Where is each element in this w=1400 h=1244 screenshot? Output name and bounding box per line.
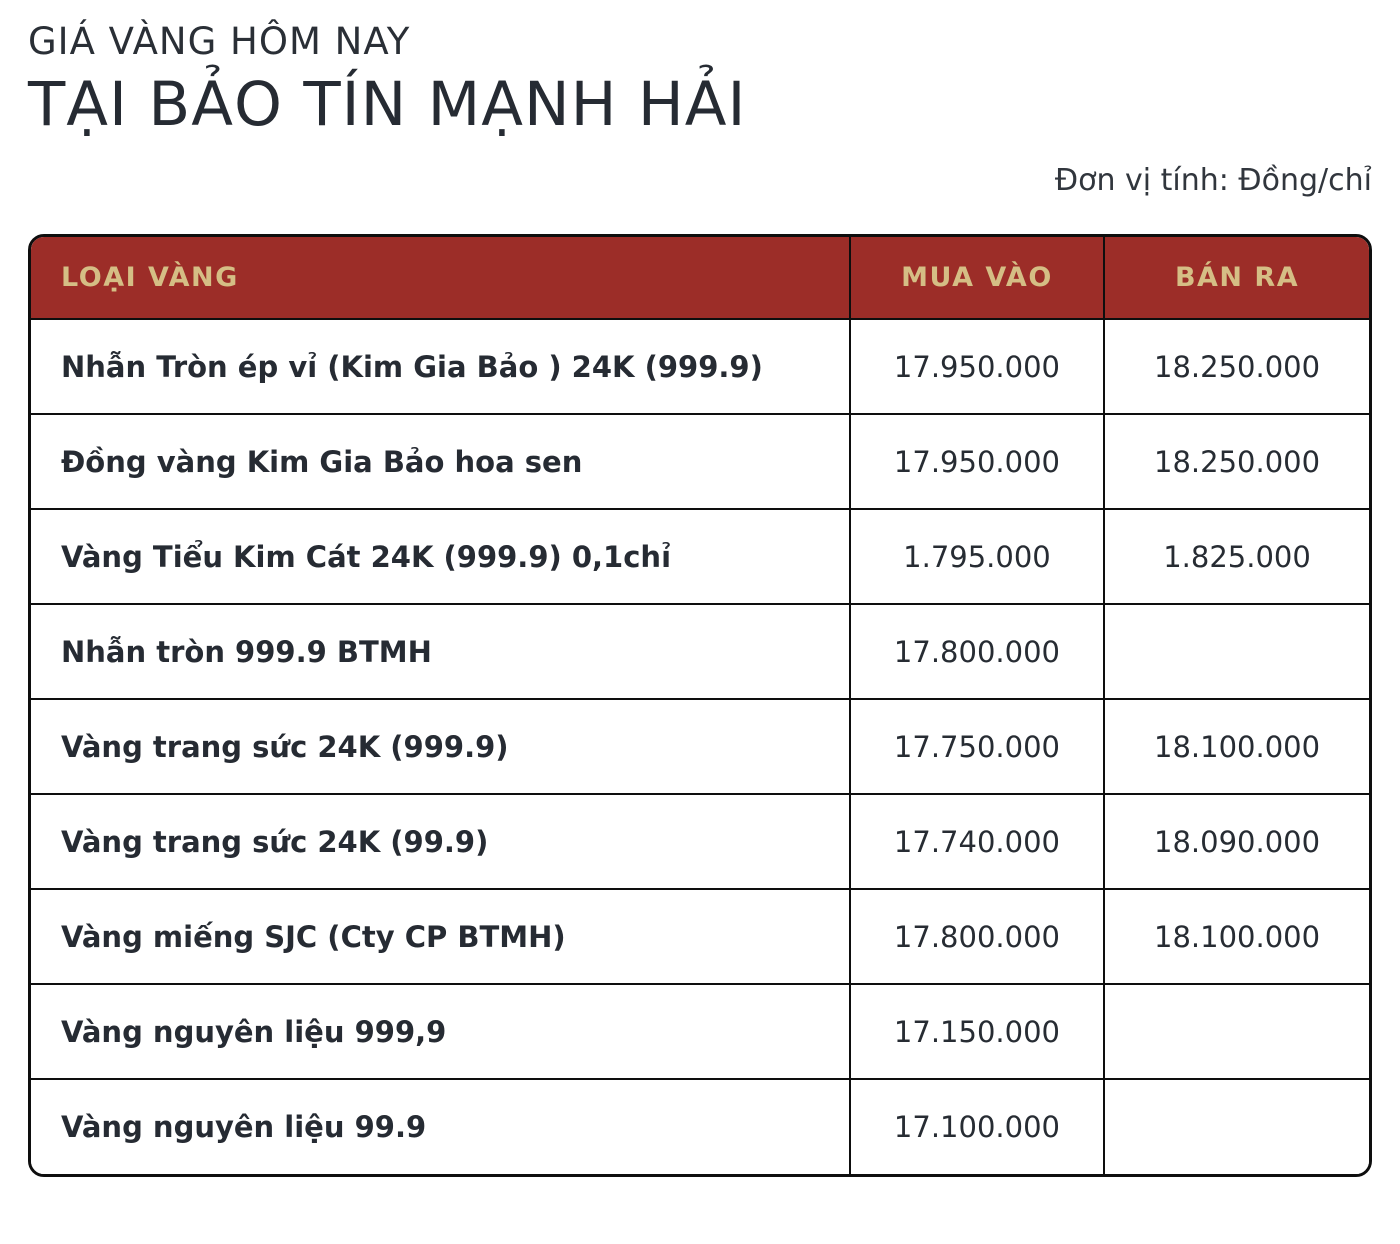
table-row: Đồng vàng Kim Gia Bảo hoa sen 17.950.000… [31, 414, 1369, 511]
table-row: Vàng trang sức 24K (99.9) 17.740.000 18.… [31, 794, 1369, 891]
gold-type-cell: Vàng trang sức 24K (999.9) [31, 699, 851, 796]
gold-type-cell: Đồng vàng Kim Gia Bảo hoa sen [31, 414, 851, 511]
buy-price-cell: 17.740.000 [849, 794, 1106, 891]
table-header-row: LOẠI VÀNG MUA VÀO BÁN RA [31, 237, 1369, 321]
sell-price-cell [1104, 1079, 1369, 1175]
buy-price-cell: 17.150.000 [849, 984, 1106, 1081]
sell-price-cell: 18.100.000 [1104, 889, 1369, 986]
gold-type-cell: Vàng nguyên liệu 99.9 [31, 1079, 851, 1175]
buy-price-cell: 17.750.000 [849, 699, 1106, 796]
buy-price-cell: 17.100.000 [849, 1079, 1106, 1175]
column-header-sell: BÁN RA [1104, 237, 1369, 321]
buy-price-cell: 17.950.000 [849, 319, 1106, 416]
table-row: Vàng trang sức 24K (999.9) 17.750.000 18… [31, 699, 1369, 796]
gold-type-cell: Vàng Tiểu Kim Cát 24K (999.9) 0,1chỉ [31, 509, 851, 606]
sell-price-cell [1104, 604, 1369, 701]
table-body: Nhẫn Tròn ép vỉ (Kim Gia Bảo ) 24K (999.… [31, 319, 1369, 1175]
sell-price-cell: 18.090.000 [1104, 794, 1369, 891]
table-row: Nhẫn tròn 999.9 BTMH 17.800.000 [31, 604, 1369, 701]
gold-price-table: LOẠI VÀNG MUA VÀO BÁN RA Nhẫn Tròn ép vỉ… [28, 234, 1372, 1178]
sell-price-cell: 1.825.000 [1104, 509, 1369, 606]
table-row: Vàng miếng SJC (Cty CP BTMH) 17.800.000 … [31, 889, 1369, 986]
unit-note: Đơn vị tính: Đồng/chỉ [1054, 163, 1372, 199]
buy-price-cell: 17.800.000 [849, 604, 1106, 701]
sell-price-cell: 18.250.000 [1104, 319, 1369, 416]
gold-type-cell: Vàng trang sức 24K (99.9) [31, 794, 851, 891]
buy-price-cell: 1.795.000 [849, 509, 1106, 606]
gold-type-cell: Vàng nguyên liệu 999,9 [31, 984, 851, 1081]
page-header: GIÁ VÀNG HÔM NAY TẠI BẢO TÍN MẠNH HẢI Đơ… [28, 20, 1372, 198]
sell-price-cell: 18.250.000 [1104, 414, 1369, 511]
gold-type-cell: Nhẫn Tròn ép vỉ (Kim Gia Bảo ) 24K (999.… [31, 319, 851, 416]
price-table: LOẠI VÀNG MUA VÀO BÁN RA Nhẫn Tròn ép vỉ… [31, 237, 1369, 1175]
page-title-kicker: GIÁ VÀNG HÔM NAY [28, 20, 411, 63]
buy-price-cell: 17.800.000 [849, 889, 1106, 986]
table-row: Vàng nguyên liệu 999,9 17.150.000 [31, 984, 1369, 1081]
sell-price-cell [1104, 984, 1369, 1081]
column-header-buy: MUA VÀO [849, 237, 1106, 321]
gold-type-cell: Nhẫn tròn 999.9 BTMH [31, 604, 851, 701]
buy-price-cell: 17.950.000 [849, 414, 1106, 511]
table-row: Vàng Tiểu Kim Cát 24K (999.9) 0,1chỉ 1.7… [31, 509, 1369, 606]
gold-type-cell: Vàng miếng SJC (Cty CP BTMH) [31, 889, 851, 986]
column-header-gold-type: LOẠI VÀNG [31, 237, 851, 321]
table-row: Vàng nguyên liệu 99.9 17.100.000 [31, 1079, 1369, 1175]
sell-price-cell: 18.100.000 [1104, 699, 1369, 796]
page-title: TẠI BẢO TÍN MẠNH HẢI [28, 69, 747, 140]
table-row: Nhẫn Tròn ép vỉ (Kim Gia Bảo ) 24K (999.… [31, 319, 1369, 416]
